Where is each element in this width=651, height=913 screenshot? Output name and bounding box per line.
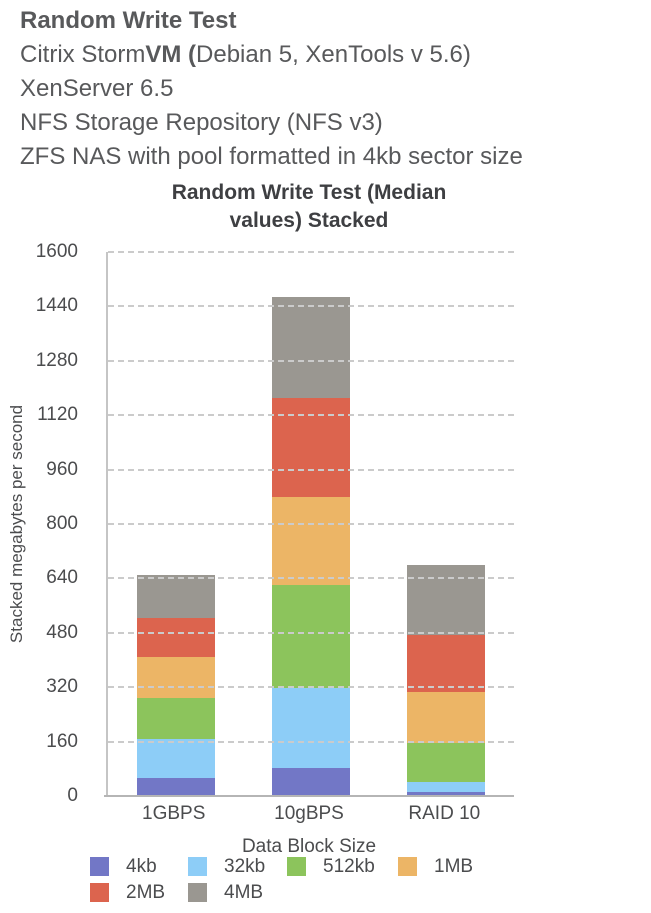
bar-10gBPS — [272, 296, 350, 796]
gridline — [108, 523, 514, 525]
y-tick-label: 1280 — [35, 349, 78, 371]
legend-label: 32kb — [224, 856, 266, 877]
header-line-2-part1: Citrix Storm — [20, 41, 146, 68]
y-tick-label: 160 — [46, 730, 78, 752]
bar-segment-512kb — [407, 742, 486, 783]
header-line-1: Random Write Test — [20, 7, 237, 34]
y-axis-ticks: 0 160 320 480 640 800 960 1120 1280 1440 1600 — [0, 241, 78, 806]
y-tick-label: 320 — [46, 676, 78, 698]
bar-segment-4MB — [272, 296, 350, 399]
legend-swatch-32kb — [188, 857, 207, 876]
legend-swatch-2MB — [90, 883, 109, 902]
y-tick-label: 800 — [46, 513, 78, 534]
legend-swatch-4MB — [188, 883, 207, 902]
bar-segment-2MB — [407, 634, 486, 693]
bar-segment-2MB — [136, 617, 215, 657]
legend-item-32kb: 32kb — [188, 857, 265, 876]
bar-segment-512kb — [272, 585, 350, 689]
bar-segment-32kb — [136, 739, 215, 778]
x-tick-label: RAID 10 — [408, 803, 481, 824]
bar-segment-4MB — [407, 564, 486, 635]
header-line-2: Citrix StormVM (Debian 5, XenTools v 5.6… — [20, 38, 523, 72]
bar-segment-1MB — [272, 496, 350, 586]
header-line-3: XenServer 6.5 — [20, 75, 174, 102]
bar-segment-32kb — [407, 782, 486, 793]
legend-item-512kb: 512kb — [287, 857, 375, 876]
bar-segment-4kb — [136, 778, 215, 796]
bar-segment-1MB — [136, 656, 215, 699]
header-block: Random Write Test Citrix StormVM (Debian… — [20, 4, 523, 174]
legend-swatch-1MB — [398, 857, 417, 876]
bar-segment-2MB — [272, 398, 350, 497]
gridline — [108, 251, 514, 253]
y-tick-label: 960 — [46, 458, 78, 480]
bar-segment-4kb — [272, 768, 350, 796]
bar-segment-4MB — [136, 575, 215, 618]
y-tick-label: 0 — [67, 785, 78, 806]
legend-item-1MB: 1MB — [398, 857, 473, 876]
legend-label: 1MB — [434, 856, 474, 877]
bar-segment-512kb — [136, 698, 215, 740]
chart-title: Random Write Test (Median values) Stacke… — [106, 179, 512, 235]
header-line-2-part2: VM ( — [145, 41, 197, 68]
bar-1GBPS — [136, 575, 215, 796]
gridline — [108, 468, 514, 471]
gridline — [108, 740, 514, 743]
legend-label: 4kb — [126, 856, 157, 877]
plot-area — [106, 251, 514, 796]
header-line-5: ZFS NAS with pool formatted in 4kb secto… — [20, 143, 523, 170]
legend-label: 2MB — [126, 882, 166, 903]
gridline — [108, 414, 514, 417]
legend-label: 4MB — [224, 882, 264, 903]
x-tick-label: 1GBPS — [142, 803, 206, 824]
gridline — [108, 577, 514, 580]
bar-segment-32kb — [272, 688, 350, 769]
legend-label: 512kb — [323, 856, 375, 877]
legend-swatch-512kb — [287, 857, 306, 876]
y-tick-label: 480 — [46, 621, 78, 643]
gridline — [108, 686, 514, 689]
chart-title-line-2: values) Stacked — [229, 209, 389, 232]
x-tick-label: 10gBPS — [274, 803, 344, 824]
header-line-2-part3: Debian 5, XenTools v 5.6) — [196, 41, 471, 68]
bar-segment-4kb — [407, 792, 486, 796]
legend-item-2MB: 2MB — [90, 883, 165, 902]
legend-title: Data Block Size — [241, 836, 377, 857]
y-tick-label: 1440 — [35, 295, 78, 317]
bar-segment-1MB — [407, 692, 486, 743]
gridline — [108, 305, 514, 308]
header-line-4: NFS Storage Repository (NFS v3) — [20, 109, 383, 136]
gridline — [108, 359, 514, 362]
y-tick-label: 640 — [46, 567, 78, 589]
chart-title-line-1: Random Write Test (Median — [171, 181, 447, 204]
legend-swatch-4kb — [90, 857, 109, 876]
x-axis-line — [104, 795, 514, 797]
gridline — [108, 631, 514, 634]
bar-RAID 10 — [407, 564, 486, 796]
legend-item-4MB: 4MB — [188, 883, 263, 902]
y-tick-label: 1120 — [37, 404, 78, 426]
y-tick-label: 1600 — [35, 241, 78, 262]
legend-item-4kb: 4kb — [90, 857, 157, 876]
